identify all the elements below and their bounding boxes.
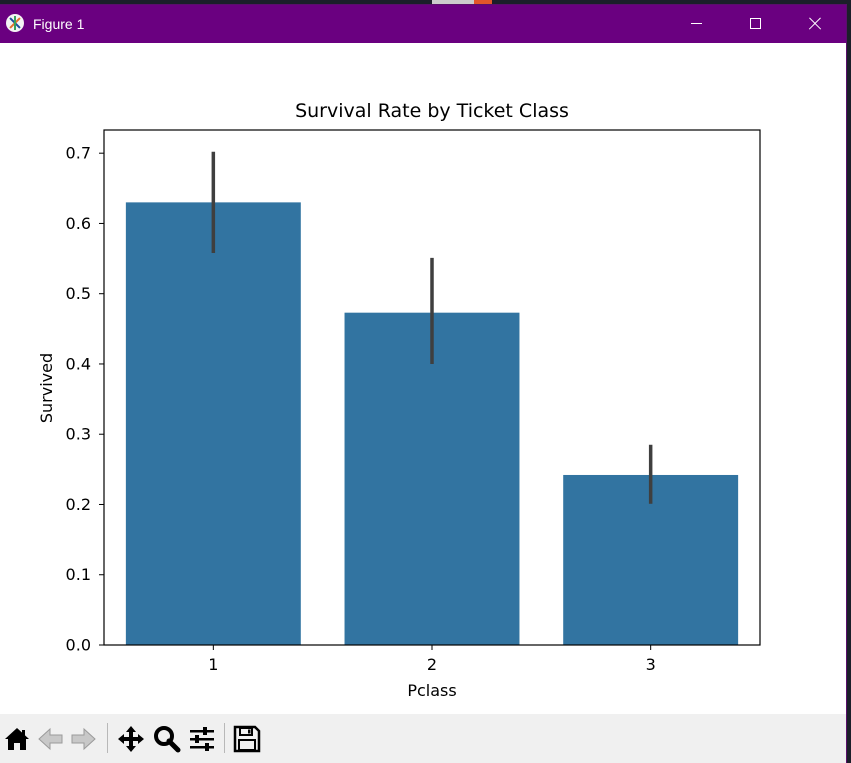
window-title: Figure 1 [33,16,85,32]
toolbar-separator [107,723,108,753]
home-button[interactable] [2,724,32,754]
chart-title: Survival Rate by Ticket Class [295,100,569,122]
figure-canvas[interactable]: Survival Rate by Ticket Class Pclass Sur… [0,43,846,714]
floppy-disk-icon [233,725,261,753]
close-button[interactable] [786,5,844,43]
figure-window: Figure 1 Survival Rate by Ticket Class P… [0,5,846,763]
y-tick-label: 0.6 [66,214,91,233]
x-tick-label: 1 [208,655,218,674]
y-tick-label: 0.0 [66,636,91,655]
desktop-background-strip [432,0,492,6]
close-icon [808,17,822,31]
save-button[interactable] [232,724,262,754]
y-tick-label: 0.4 [66,354,91,373]
configure-subplots-button[interactable] [187,724,217,754]
bar-chart: Survival Rate by Ticket Class Pclass Sur… [37,100,761,700]
maximize-icon [750,18,761,29]
y-tick-label: 0.2 [66,495,91,514]
navigation-toolbar [0,714,846,763]
matplotlib-logo-icon [6,14,24,32]
x-tick-label: 2 [427,655,437,674]
desktop-background-accent [474,0,492,6]
move-icon [118,726,144,752]
y-tick-label: 0.3 [66,425,91,444]
arrow-right-icon [71,727,96,751]
maximize-button[interactable] [727,5,785,43]
y-axis-label: Survived [37,353,56,423]
title-bar[interactable]: Figure 1 [0,5,846,43]
y-tick-label: 0.7 [66,144,91,163]
magnifier-icon [154,726,181,753]
x-axis-label: Pclass [407,681,456,700]
y-tick-label: 0.5 [66,284,91,303]
minimize-icon [691,23,702,24]
minimize-button[interactable] [668,5,726,43]
axes-frame [103,129,761,646]
toolbar-separator [224,723,225,753]
sliders-icon [190,727,214,751]
back-button[interactable] [36,724,66,754]
home-icon [5,728,29,750]
y-tick-label: 0.1 [66,565,91,584]
x-tick-label: 3 [646,655,656,674]
plot-area: 1 2 3 0.0 0.1 0.2 0.3 0.4 0.5 0.6 0.7 [66,129,761,674]
bar-pclass-2 [344,312,520,645]
pan-button[interactable] [116,724,146,754]
zoom-button[interactable] [152,724,182,754]
arrow-left-icon [38,727,63,751]
bar-pclass-1 [125,202,301,645]
forward-button[interactable] [68,724,98,754]
